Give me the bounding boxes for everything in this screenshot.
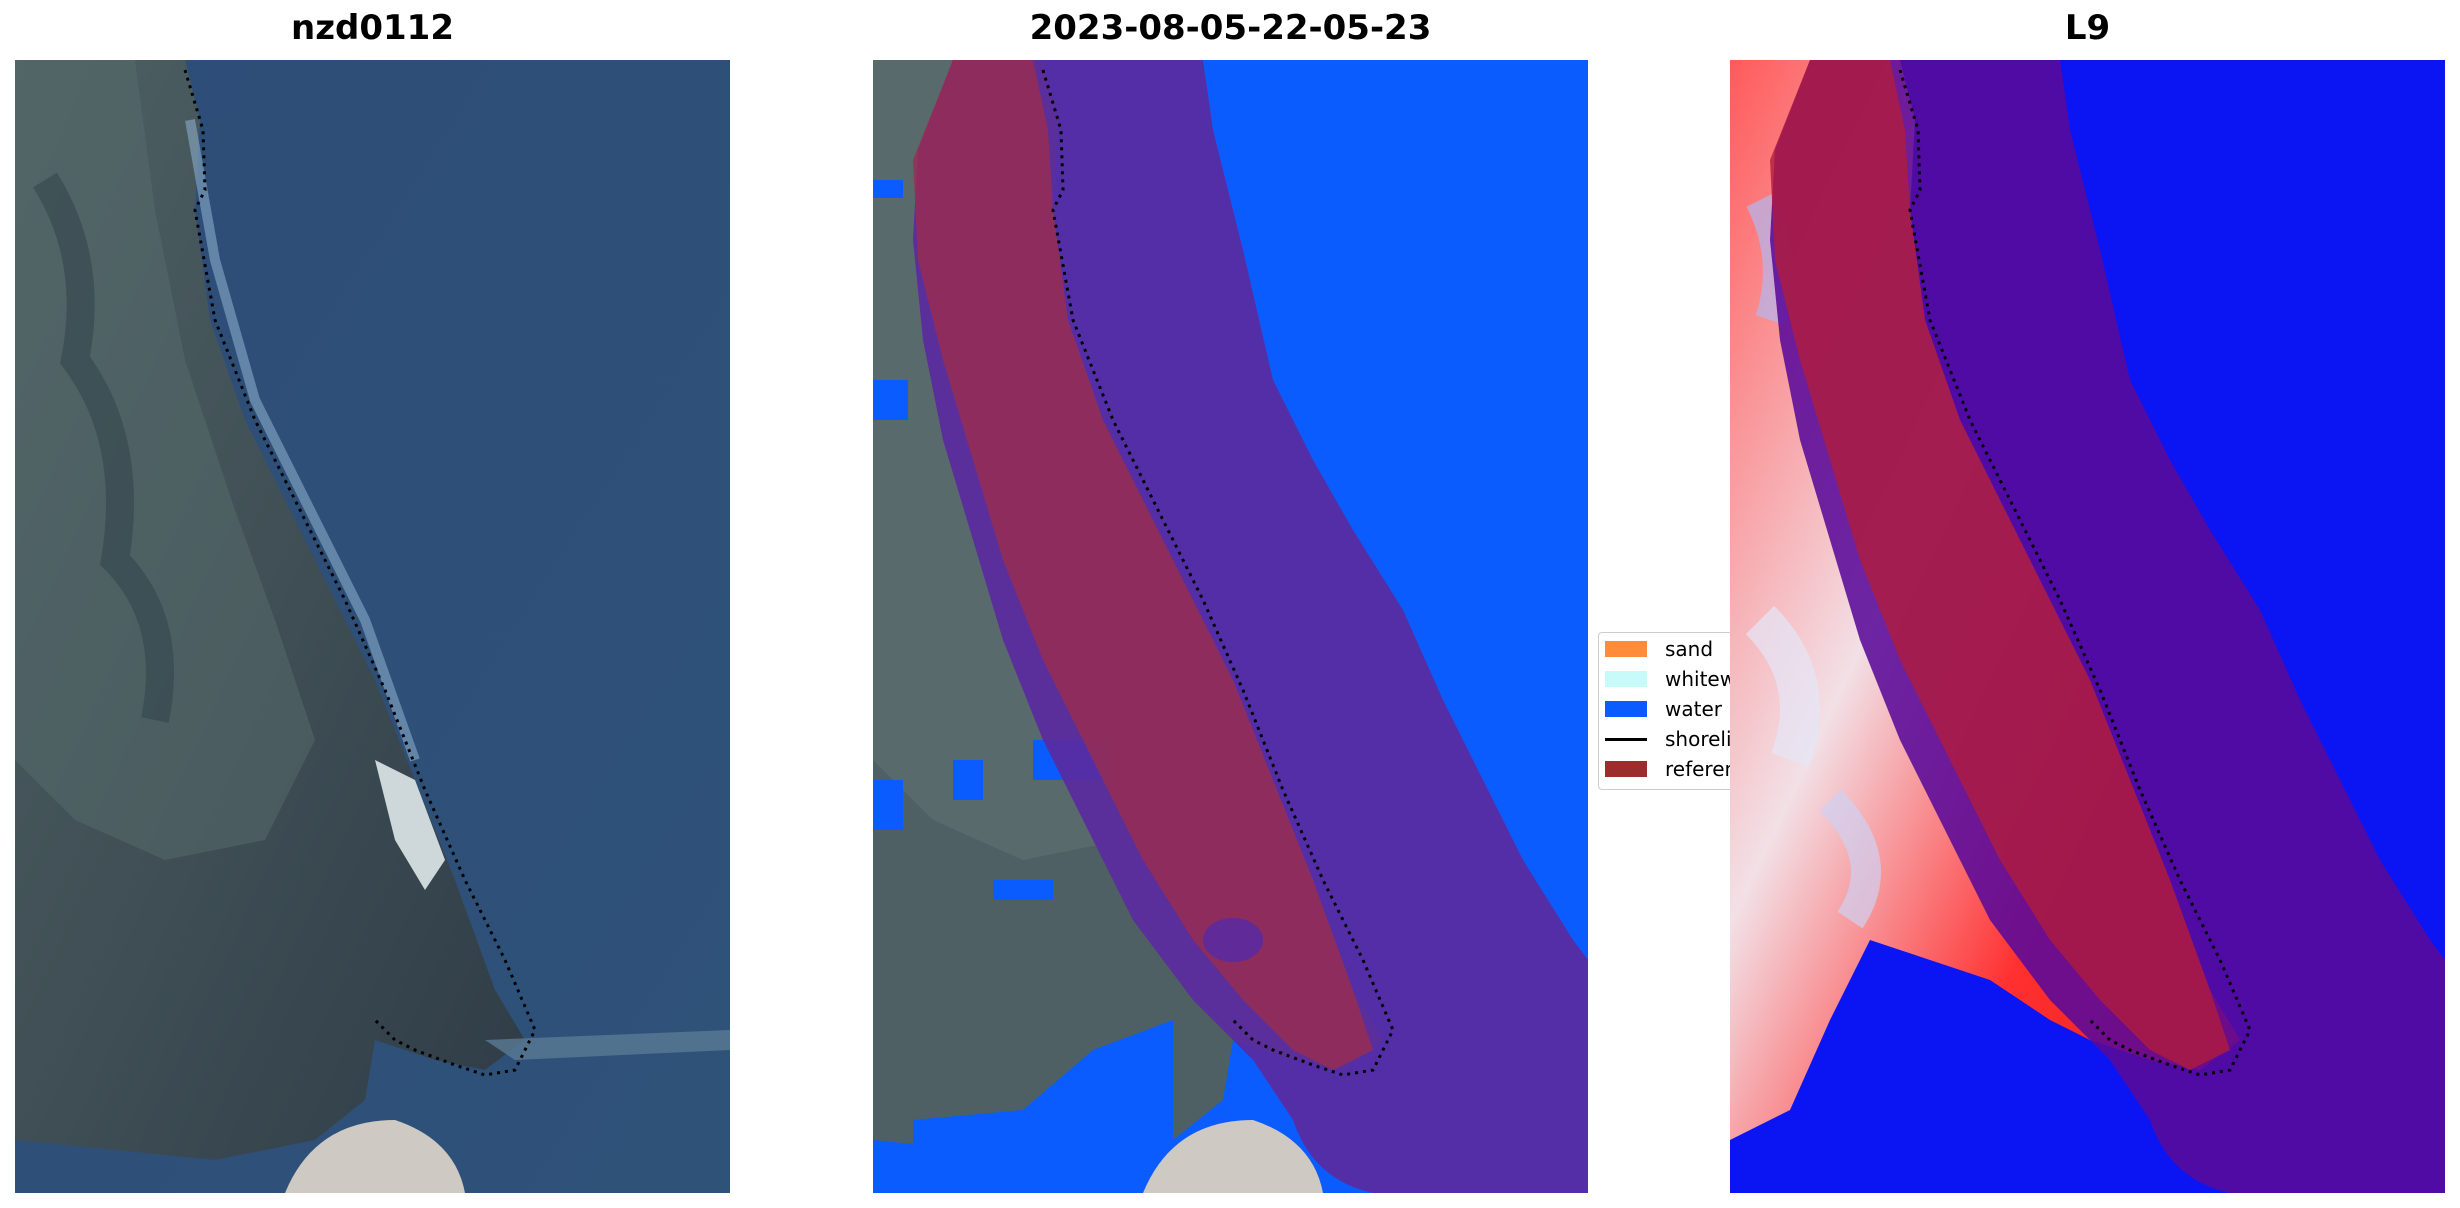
shoreline-line: [183, 69, 537, 1077]
legend-label: water: [1665, 697, 1722, 721]
surf-zone: [185, 119, 420, 762]
legend-swatch-reference: [1605, 761, 1647, 777]
classification-panel: [873, 60, 1588, 1193]
panel-title-classification: 2023-08-05-22-05-23: [1029, 8, 1432, 48]
water-speck: [873, 780, 903, 830]
legend-swatch-sand: [1605, 641, 1647, 657]
legend-item-water: water: [1599, 695, 1757, 723]
classification-image: [873, 60, 1588, 1193]
lagoon-patch: [1203, 918, 1263, 962]
ridge-shadow: [33, 172, 174, 723]
index-image: [1730, 60, 2445, 1193]
reference-band: [913, 60, 1373, 1070]
index-panel: [1730, 60, 2445, 1193]
river-channel: [485, 1030, 730, 1060]
legend-item-sand: sand: [1599, 635, 1757, 663]
rgb-satellite-image: [15, 60, 730, 1193]
water-speck: [993, 880, 1053, 900]
low-index-patch: [1819, 789, 1881, 929]
panel-title-rgb: nzd0112: [291, 8, 454, 48]
sand-spit: [285, 1120, 465, 1193]
lower-water-index: [1730, 1090, 2090, 1193]
legend-label: sand: [1665, 637, 1714, 661]
beach-patch: [375, 760, 445, 890]
reference-band: [1770, 60, 2230, 1070]
panel-title-index: L9: [2064, 8, 2111, 48]
shoreline-line: [1041, 69, 1395, 1077]
sand-spit: [1143, 1120, 1323, 1193]
water-speck: [953, 760, 983, 800]
shoreline-line: [1898, 69, 2252, 1077]
legend-swatch-water: [1605, 701, 1647, 717]
legend-swatch-shoreline: [1605, 738, 1647, 741]
legend-swatch-whitewater: [1605, 671, 1647, 687]
water-speck: [873, 180, 903, 198]
rgb-image-panel: [15, 60, 730, 1193]
low-index-patch: [1745, 605, 1820, 768]
water-speck: [873, 380, 908, 420]
lower-water-area: [913, 1020, 1173, 1193]
